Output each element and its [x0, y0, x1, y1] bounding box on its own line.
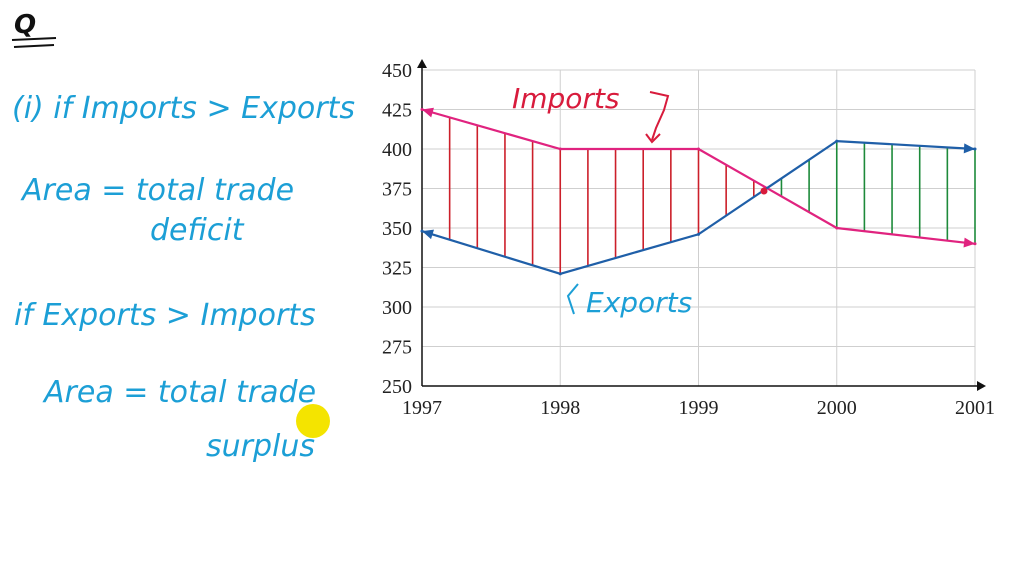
exports-point [697, 232, 700, 236]
y-tick-label: 425 [382, 100, 412, 122]
note-deficit: deficit [150, 213, 245, 248]
chart-axes [417, 59, 986, 391]
exports-annotation-arrow [566, 283, 579, 315]
x-tick-label: 1998 [540, 397, 580, 419]
imports-point [835, 226, 839, 230]
exports-annotation: Exports [586, 286, 692, 319]
imports-point [973, 242, 977, 246]
x-axis-arrowhead [977, 381, 986, 391]
x-tick-label: 1997 [402, 397, 442, 419]
cursor-highlight [296, 404, 330, 438]
y-tick-label: 450 [382, 60, 412, 82]
y-axis-arrowhead [417, 59, 427, 68]
note-exports-gt-imports: if Exports > Imports [14, 298, 316, 333]
handwritten-notes: Q (i) if Imports > Exports Area = total … [11, 10, 355, 464]
note-area-trade-2: Area = total trade [42, 375, 316, 410]
y-tick-label: 300 [382, 297, 412, 319]
y-tick-label: 375 [382, 179, 412, 201]
exports-arrowhead [422, 229, 434, 240]
imports-arrowhead [645, 133, 661, 144]
x-tick-label: 2001 [955, 397, 995, 419]
x-tick-label: 2000 [817, 397, 857, 419]
imports-point [697, 147, 700, 151]
chart-annotations: Imports Exports [512, 82, 692, 319]
y-tick-label: 275 [382, 337, 412, 359]
imports-arrowhead [422, 107, 434, 118]
exports-point [558, 272, 562, 276]
exports-point [420, 229, 424, 233]
y-tick-label: 250 [382, 376, 412, 398]
series-lines [420, 107, 977, 276]
hatch-fills [448, 117, 976, 274]
question-mark-label: Q [14, 10, 36, 40]
note-surplus: surplus [206, 429, 315, 464]
x-tick-label: 1999 [679, 397, 719, 419]
underline-1 [11, 37, 57, 41]
note-imports-gt-exports: (i) if Imports > Exports [12, 91, 355, 126]
exports-point [835, 139, 839, 143]
exports-point [973, 147, 977, 151]
imports-annotation: Imports [512, 82, 620, 115]
imports-point [558, 147, 562, 151]
note-area-trade-1: Area = total trade [20, 173, 294, 208]
underline-2 [13, 44, 55, 48]
y-tick-label: 325 [382, 258, 412, 280]
tick-labels: 250 275 300 325 350 375 400 425 450 1997 1998 1999 2… [382, 60, 995, 419]
crossover-point [760, 187, 768, 195]
y-tick-label: 350 [382, 218, 412, 240]
trade-chart: 250 275 300 325 350 375 400 425 450 1997 1998 1999 2… [382, 59, 995, 419]
imports-point [420, 108, 424, 111]
exports-arrowhead [963, 143, 975, 154]
imports-arrowhead [963, 237, 975, 248]
imports-annotation-arrow [649, 91, 670, 141]
y-tick-label: 400 [382, 139, 412, 161]
